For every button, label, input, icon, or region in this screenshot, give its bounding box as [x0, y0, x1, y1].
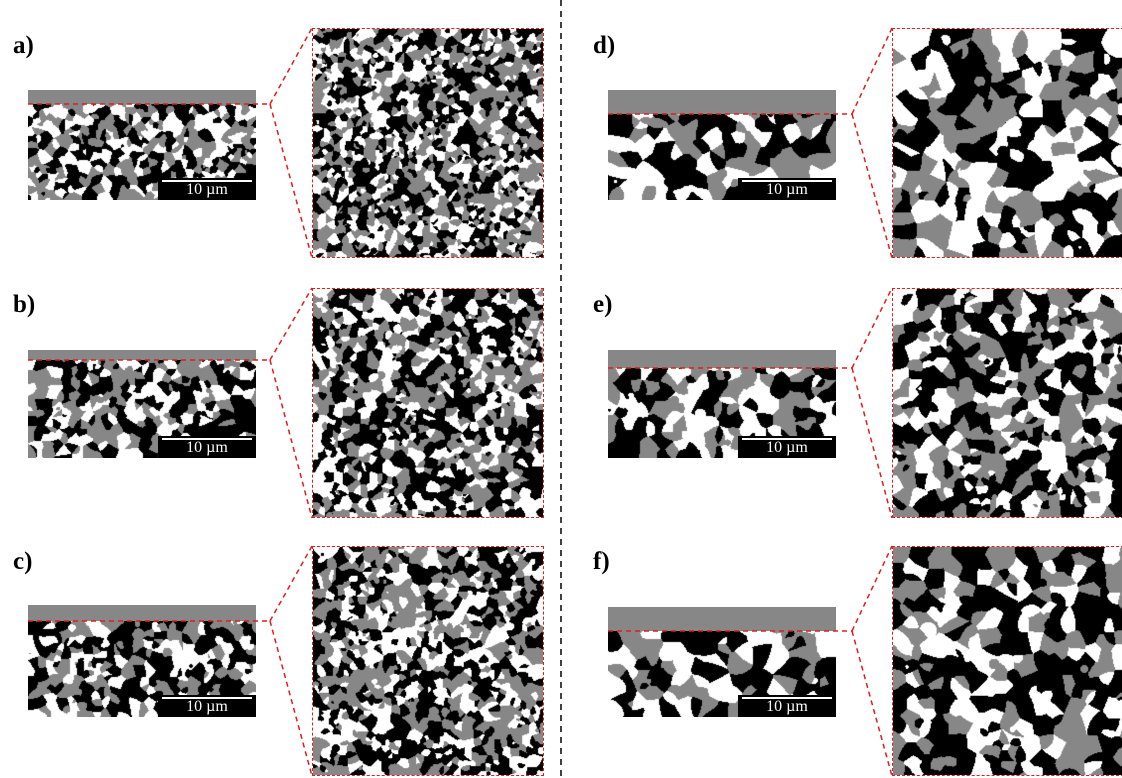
cross-section-image-a: 10 µm	[28, 90, 256, 200]
zoom-image-f	[892, 546, 1122, 776]
cross-section-image-f: 10 µm	[608, 607, 836, 717]
scale-bar-e: 10 µm	[738, 436, 836, 458]
panel-label-e: e)	[593, 291, 613, 318]
scale-bar-f: 10 µm	[738, 695, 836, 717]
cross-section-image-d: 10 µm	[608, 90, 836, 200]
cross-section-image-b: 10 µm	[28, 350, 256, 458]
panel-label-a: a)	[13, 32, 34, 59]
panel-label-b: b)	[13, 291, 36, 318]
scale-bar-c: 10 µm	[158, 695, 256, 717]
zoom-image-d	[892, 28, 1122, 258]
panel-label-f: f)	[593, 548, 610, 575]
scale-bar-d: 10 µm	[738, 178, 836, 200]
zoom-image-b	[312, 288, 544, 518]
zoom-image-c	[312, 546, 544, 776]
cross-section-image-c: 10 µm	[28, 605, 256, 717]
scale-bar-b: 10 µm	[158, 436, 256, 458]
panel-label-c: c)	[13, 548, 33, 575]
panel-label-d: d)	[593, 32, 616, 59]
zoom-image-e	[892, 288, 1122, 518]
cross-section-image-e: 10 µm	[608, 350, 836, 458]
scale-bar-a: 10 µm	[158, 178, 256, 200]
zoom-image-a	[312, 28, 544, 258]
